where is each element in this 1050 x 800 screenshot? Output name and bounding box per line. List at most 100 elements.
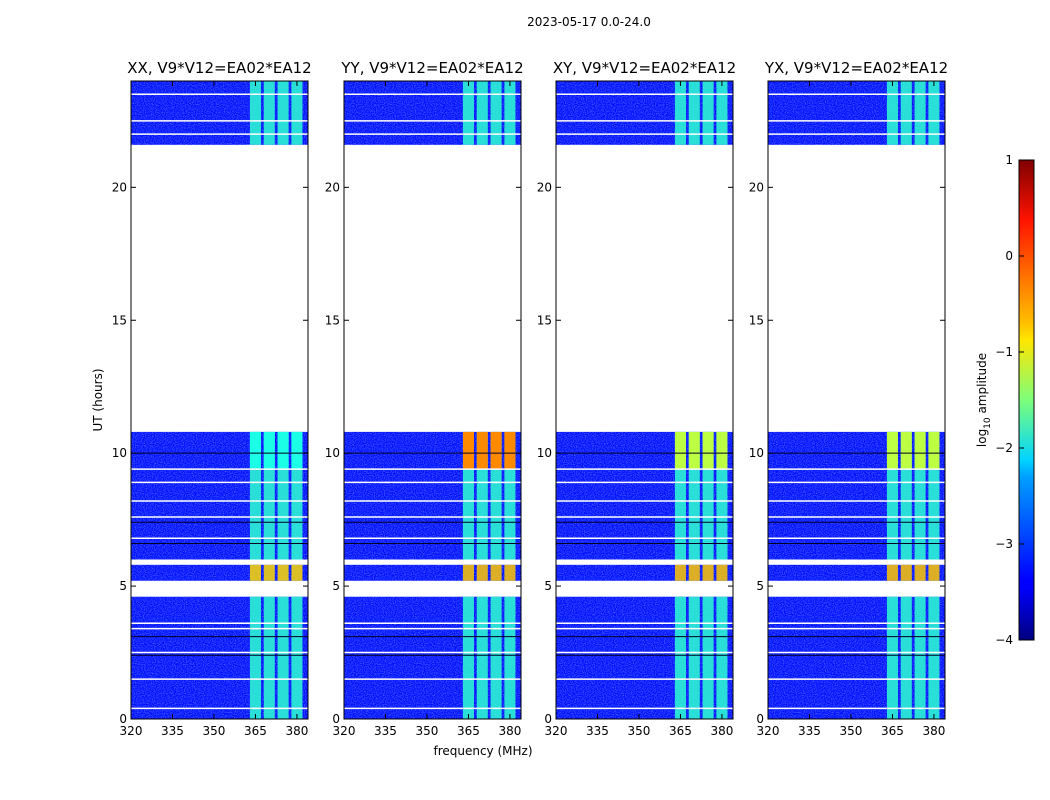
colorbar-tick-label: −4 xyxy=(995,633,1013,647)
x-tick-label: 380 xyxy=(922,724,945,738)
colorbar-ticks: 1 0 −1 −2 −3 −4 xyxy=(995,153,1024,647)
y-tick-label: 0 xyxy=(119,712,127,726)
band-peak xyxy=(462,431,474,470)
colorbar-tick-label: −3 xyxy=(995,537,1013,551)
band-channel xyxy=(249,564,261,581)
band-channel xyxy=(249,81,261,145)
band-peak xyxy=(277,431,289,470)
band-peak xyxy=(914,431,926,470)
band-peak xyxy=(291,431,303,470)
panel-title: XX, V9*V12=EA02*EA12 xyxy=(127,59,311,77)
panels: XX, V9*V12=EA02*EA12 320 335 350 365 380 0 5 10 1… xyxy=(112,59,948,738)
x-tick-label: 350 xyxy=(416,724,439,738)
band-channel xyxy=(702,596,714,719)
panel-3: YX, V9*V12=EA02*EA12 320 335 350 365 380 0 5 10 1… xyxy=(749,59,948,738)
x-tick-label: 335 xyxy=(586,724,609,738)
y-tick-label: 5 xyxy=(544,579,552,593)
band-channel xyxy=(263,564,275,581)
band-channel xyxy=(716,596,728,719)
y-tick-label: 0 xyxy=(544,712,552,726)
band-channel xyxy=(504,564,516,581)
y-tick-label: 15 xyxy=(537,313,552,327)
band-channel xyxy=(886,564,898,581)
band-channel xyxy=(476,431,488,560)
y-tick-label: 5 xyxy=(119,579,127,593)
panel-frame xyxy=(555,80,734,720)
band-peak xyxy=(674,431,686,470)
y-tick-label: 15 xyxy=(749,313,764,327)
band-peak xyxy=(476,431,488,470)
x-tick-label: 335 xyxy=(798,724,821,738)
band-channel xyxy=(277,431,289,560)
band-channel xyxy=(688,596,700,719)
y-tick-label: 10 xyxy=(325,446,340,460)
band-peak xyxy=(886,431,898,470)
x-axis-label: frequency (MHz) xyxy=(433,744,532,758)
y-tick-label: 0 xyxy=(332,712,340,726)
band-channel xyxy=(277,564,289,581)
colorbar-label-subscript: 10 xyxy=(983,417,993,429)
band-channel xyxy=(504,431,516,560)
colorbar-tick-label: −1 xyxy=(995,345,1013,359)
band-channel xyxy=(291,596,303,719)
panel-title: XY, V9*V12=EA02*EA12 xyxy=(553,59,736,77)
colorbar-gradient xyxy=(1018,159,1035,641)
x-tick-label: 350 xyxy=(840,724,863,738)
y-axis-label: UT (hours) xyxy=(91,368,105,431)
band-channel xyxy=(674,564,686,581)
x-tick-label: 380 xyxy=(285,724,308,738)
y-tick-label: 10 xyxy=(749,446,764,460)
y-tick-label: 15 xyxy=(325,313,340,327)
y-tick-label: 0 xyxy=(756,712,764,726)
y-tick-label: 20 xyxy=(749,180,764,194)
x-tick-label: 365 xyxy=(244,724,267,738)
band-channel xyxy=(914,431,926,560)
panel-frame xyxy=(343,80,522,720)
x-tick-label: 365 xyxy=(669,724,692,738)
figure-suptitle: 2023-05-17 0.0-24.0 xyxy=(527,15,651,29)
x-tick-label: 350 xyxy=(203,724,226,738)
band-channel xyxy=(277,596,289,719)
band-peak xyxy=(504,431,516,470)
band-channel xyxy=(900,81,912,145)
band-channel xyxy=(291,431,303,560)
colorbar-tick-label: 0 xyxy=(1005,249,1013,263)
band-channel xyxy=(900,564,912,581)
band-channel xyxy=(476,596,488,719)
band-channel xyxy=(462,431,474,560)
band-channel xyxy=(490,564,502,581)
colorbar-label-main: log xyxy=(975,429,989,447)
x-tick-label: 365 xyxy=(881,724,904,738)
band-channel xyxy=(674,431,686,560)
band-channel xyxy=(291,564,303,581)
band-channel xyxy=(716,564,728,581)
band-channel xyxy=(886,81,898,145)
x-tick-label: 320 xyxy=(757,724,780,738)
colorbar-tick-label: −2 xyxy=(995,441,1013,455)
x-tick-label: 335 xyxy=(374,724,397,738)
band-channel xyxy=(462,564,474,581)
band-channel xyxy=(928,564,940,581)
panel-title: YY, V9*V12=EA02*EA12 xyxy=(340,59,523,77)
band-channel xyxy=(249,596,261,719)
y-tick-label: 20 xyxy=(112,180,127,194)
band-channel xyxy=(462,81,474,145)
x-tick-label: 365 xyxy=(457,724,480,738)
band-channel xyxy=(504,596,516,719)
y-tick-label: 15 xyxy=(112,313,127,327)
band-channel xyxy=(277,81,289,145)
band-channel xyxy=(490,596,502,719)
panel-1: YY, V9*V12=EA02*EA12 320 335 350 365 380 0 5 10 1… xyxy=(325,59,524,738)
band-channel xyxy=(688,81,700,145)
band-channel xyxy=(716,431,728,560)
panel-frame xyxy=(130,80,309,720)
colorbar: 10−1−2−3−4 log10 amplitude xyxy=(975,153,1035,647)
band-channel xyxy=(476,81,488,145)
band-channel xyxy=(462,596,474,719)
band-channel xyxy=(674,596,686,719)
x-tick-label: 320 xyxy=(333,724,356,738)
band-channel xyxy=(702,81,714,145)
band-peak xyxy=(249,431,261,470)
y-tick-label: 20 xyxy=(537,180,552,194)
band-channel xyxy=(914,564,926,581)
